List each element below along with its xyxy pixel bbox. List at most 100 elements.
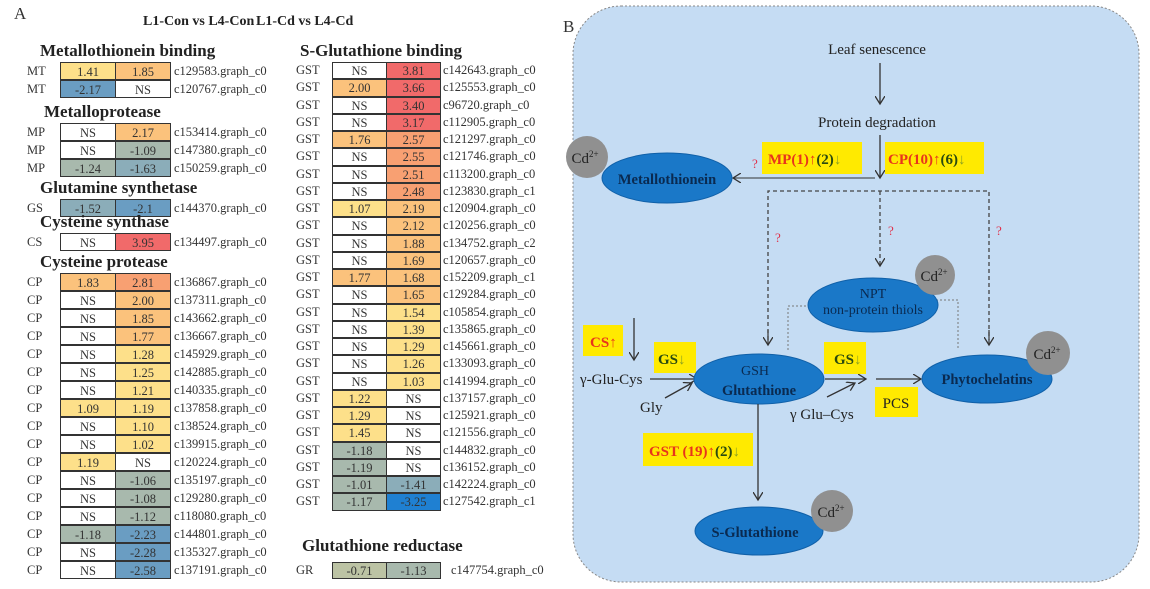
gene-label: GST [296,321,320,336]
value-cd: 1.21 [115,381,171,399]
gene-label: GR [296,563,314,577]
value-con: -1.19 [332,458,387,476]
value-cd: NS [386,424,441,442]
value-cd: 1.26 [386,355,441,373]
transcript-id: c129284.graph_c0 [443,287,536,302]
value-con: NS [60,291,116,309]
transcript-id: c144370.graph_c0 [174,201,267,215]
value-con: 1.22 [332,389,387,407]
gene-label: MP [27,143,46,157]
pcs-box [875,387,918,417]
value-cd: 1.65 [386,286,441,304]
gene-label: CP [27,491,43,505]
value-con: -1.01 [332,476,387,494]
value-con: NS [332,251,387,269]
value-con: -1.17 [332,493,387,511]
transcript-id: c136667.graph_c0 [174,329,267,343]
value-con: NS [332,286,387,304]
transcript-id: c141994.graph_c0 [443,373,536,388]
arrow-gamma-glu-cys [826,383,855,398]
transcript-id: c121297.graph_c0 [443,132,536,146]
question-mark: ? [775,230,781,245]
value-cd: -3.25 [386,493,441,511]
transcript-id: c139915.graph_c0 [174,437,267,451]
value-cd: 2.51 [386,165,441,183]
arrow-gly [664,383,692,399]
transcript-id: c120224.graph_c0 [174,455,267,469]
gene-label: CP [27,311,43,325]
cd-label: Cd2+ [571,149,598,167]
cd-label: Cd2+ [920,267,947,285]
gene-label: GST [296,459,320,474]
transcript-id: c120904.graph_c0 [443,201,536,215]
transcript-id: c134752.graph_c2 [443,235,536,250]
gene-label: GST [296,114,320,129]
gs-box-left-text: GS↓ [658,352,686,368]
value-con: -1.52 [60,199,116,217]
gene-label: CP [27,437,43,451]
value-cd: 1.02 [115,435,171,453]
cp-box [885,142,984,174]
value-con: NS [60,489,116,507]
cs-box-text: CS↑ [590,335,617,351]
value-cd: -1.63 [115,159,171,177]
transcript-id: c127542.graph_c1 [443,494,536,509]
transcript-id: c105854.graph_c0 [443,304,536,319]
transcript-id: c113200.graph_c0 [443,166,536,181]
section-title: Cysteine synthase [40,212,169,231]
metallothionein-label: Metallothionein [618,172,716,188]
gene-label: GST [296,339,320,353]
column-header-cd: L1-Cd vs L4-Cd [256,14,354,29]
value-cd: -2.58 [115,561,171,579]
transcript-id: c112905.graph_c0 [443,114,536,129]
value-con: 1.45 [332,424,387,442]
value-cd: 1.10 [115,417,171,435]
gene-label: CP [27,401,43,415]
gene-label: GST [296,235,320,250]
s-glutathione-ellipse [694,506,824,556]
gene-label: GST [296,373,320,388]
gsh-ellipse [693,353,825,405]
value-con: NS [60,561,116,579]
leaf-senescence-label: Leaf senescence [828,42,926,58]
gene-label: GST [296,149,320,164]
gene-label: GST [296,356,320,371]
transcript-id: c125921.graph_c0 [443,408,536,422]
value-con: NS [60,123,116,141]
section-title: Glutamine synthetase [40,178,198,197]
gs-box-left [654,342,696,373]
value-con: NS [332,113,387,131]
value-cd: NS [386,389,441,407]
gene-label: CP [27,293,43,307]
value-cd: 1.39 [386,320,441,338]
pcs-label: PCS [883,396,910,412]
transcript-id: c147754.graph_c0 [451,563,544,577]
value-cd: 1.77 [115,327,171,345]
gene-label: GST [296,425,320,440]
cd-ion-phytochelatins [1026,331,1070,375]
value-cd: 1.85 [115,62,171,80]
transcript-id: c123830.graph_c1 [443,183,536,198]
section-title: Glutathione reductase [302,536,463,555]
value-cd: 2.17 [115,123,171,141]
value-con: NS [332,96,387,114]
question-mark: ? [888,223,894,238]
transcript-id: c121746.graph_c0 [443,149,536,164]
gene-label: GST [296,166,320,181]
gene-label: GST [296,132,320,146]
value-cd: 1.03 [386,372,441,390]
value-cd: 1.19 [115,399,171,417]
gamma-glu-cys-right: γ Glu–Cys [789,407,854,423]
mp-box [762,142,862,174]
value-cd: 1.88 [386,234,441,252]
value-con: NS [60,327,116,345]
gene-label: CP [27,347,43,361]
transcript-id: c152209.graph_c1 [443,270,536,284]
gs-box-right-text: GS↓ [834,352,862,368]
gsh-label: GSH [741,364,769,379]
gene-label: GST [296,97,320,112]
value-con: -1.18 [60,525,116,543]
value-con: NS [60,507,116,525]
value-cd: 2.81 [115,273,171,291]
